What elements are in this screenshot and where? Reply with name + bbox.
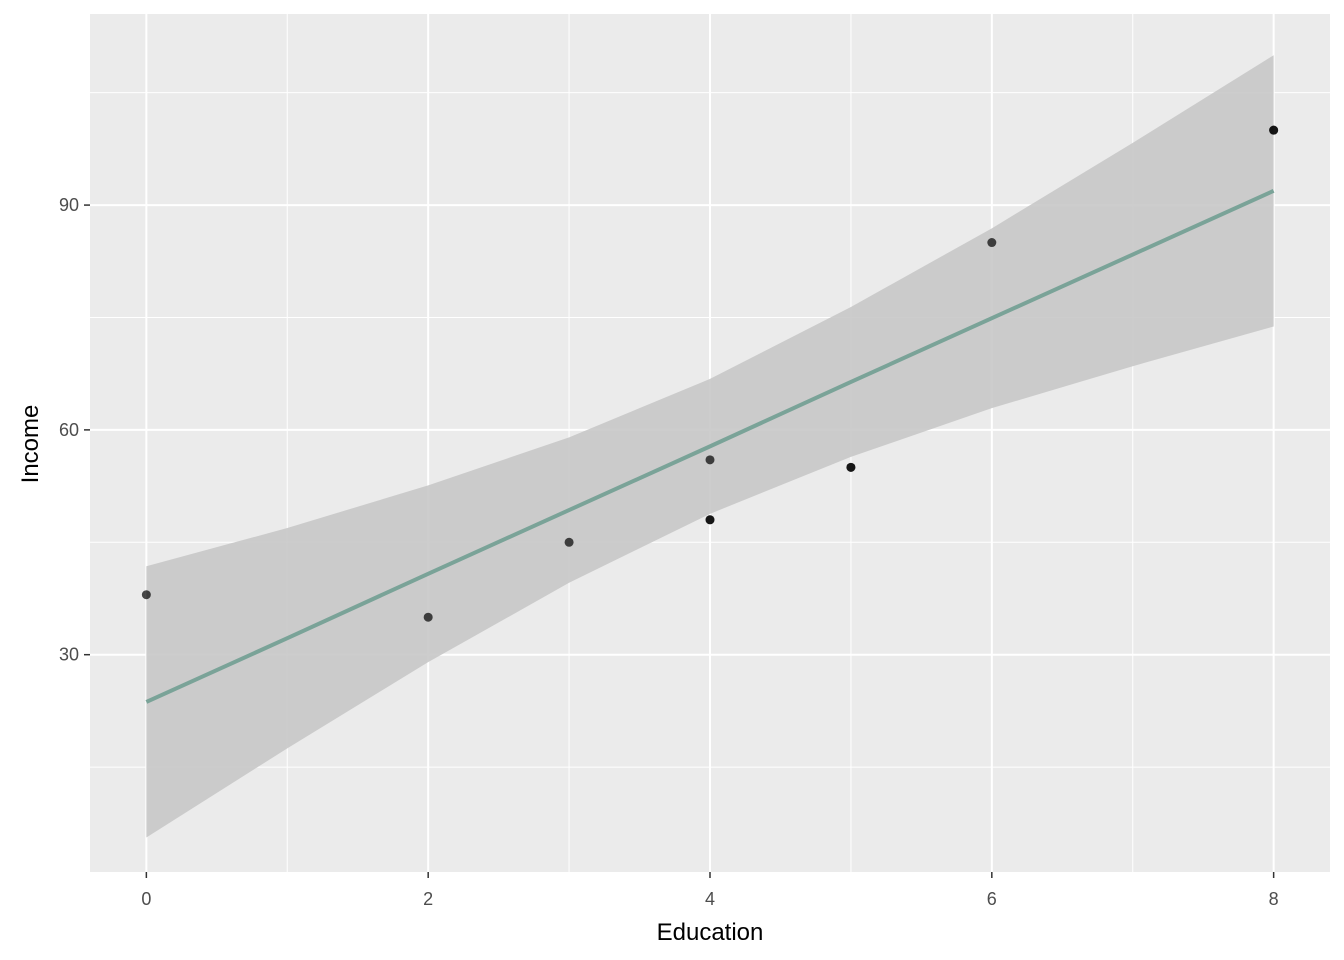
data-point (705, 515, 715, 525)
x-tick-label: 4 (705, 889, 715, 909)
x-tick-label: 0 (141, 889, 151, 909)
y-tick-label: 90 (59, 195, 79, 215)
y-axis: 30 60 90 (59, 195, 90, 665)
y-axis-title: Income (17, 405, 44, 484)
data-points (141, 125, 1279, 622)
data-point (705, 455, 715, 465)
x-axis-title: Education (657, 919, 764, 946)
y-tick-label: 30 (59, 645, 79, 665)
y-tick-label: 60 (59, 420, 79, 440)
regression-line (145, 189, 1275, 704)
x-axis: 0 2 4 6 8 (141, 872, 1279, 909)
x-tick-label: 6 (987, 889, 997, 909)
data-point (846, 462, 856, 472)
data-point (1269, 125, 1279, 135)
x-tick-label: 8 (1269, 889, 1279, 909)
data-point (564, 537, 574, 547)
data-point (141, 590, 151, 600)
x-tick-label: 2 (423, 889, 433, 909)
data-point (987, 238, 997, 248)
data-point (423, 612, 433, 622)
